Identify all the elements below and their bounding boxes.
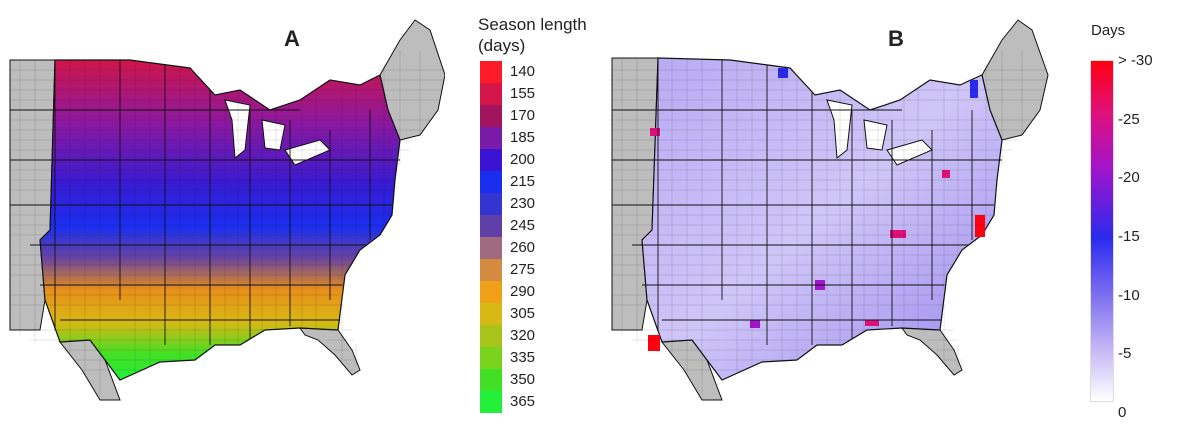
legend-a-swatch — [480, 171, 502, 193]
legend-a-swatch — [480, 83, 502, 105]
legend-a-swatch — [480, 347, 502, 369]
legend-a-label: 155 — [510, 85, 536, 102]
legend-a-swatch — [480, 127, 502, 149]
legend-a-label: 260 — [510, 239, 536, 256]
legend-b-tick-label: -20 — [1118, 169, 1140, 187]
legend-b-tick-label: > -30 — [1118, 52, 1153, 69]
legend-a-label: 305 — [510, 305, 536, 322]
legend-a-swatch — [480, 105, 502, 127]
legend-a-title: Season length (days) — [478, 15, 587, 55]
days-change-fill — [641, 57, 1003, 381]
legend-a-label: 245 — [510, 217, 536, 234]
panel-a-letter: A — [284, 26, 300, 51]
legend-a-label: 185 — [510, 129, 536, 146]
legend-a-label: 170 — [510, 107, 536, 124]
legend-a-swatch — [480, 215, 502, 237]
legend-a-swatch — [480, 391, 502, 413]
state-borders-b — [612, 58, 1002, 345]
legend-a-label: 200 — [510, 151, 536, 168]
legend-a-swatch — [480, 149, 502, 171]
legend-a-label: 290 — [510, 283, 536, 300]
map-a-season-length — [0, 0, 445, 432]
florida-no-data-region — [298, 327, 361, 376]
legend-b-tick-label: -15 — [1118, 228, 1140, 245]
legend-b-tick-label: -10 — [1118, 286, 1140, 304]
florida-no-data-region-b — [900, 327, 963, 376]
legend-a-swatch — [480, 61, 502, 83]
legend-a-swatch — [480, 193, 502, 215]
state-borders — [10, 60, 400, 345]
legend-b-tick-label: 0 — [1118, 404, 1127, 421]
legend-a-label: 350 — [510, 371, 536, 388]
legend-a-swatch — [480, 325, 502, 347]
legend-b-tick-label: -5 — [1118, 345, 1132, 363]
legend-a-swatch — [480, 369, 502, 391]
legend-a-label: 335 — [510, 349, 536, 366]
legend-a-swatch — [480, 259, 502, 281]
legend-a-label: 320 — [510, 327, 536, 344]
legend-a-swatch — [480, 281, 502, 303]
season-length-fill — [39, 59, 401, 381]
legend-b-tick-label: -25 — [1118, 110, 1140, 128]
legend-a-label: 215 — [510, 173, 536, 190]
legend-b-title: Days — [1091, 22, 1126, 39]
legend-a-label: 365 — [510, 393, 536, 410]
map-b-days-change — [600, 0, 1080, 432]
legend-a-label: 140 — [510, 63, 536, 80]
legend-a-label: 230 — [510, 195, 536, 212]
panel-b-letter: B — [888, 26, 904, 51]
legend-b-colorbar — [1090, 60, 1114, 402]
legend-a-swatch — [480, 303, 502, 325]
legend-a-label: 275 — [510, 261, 536, 278]
legend-a-swatch — [480, 237, 502, 259]
